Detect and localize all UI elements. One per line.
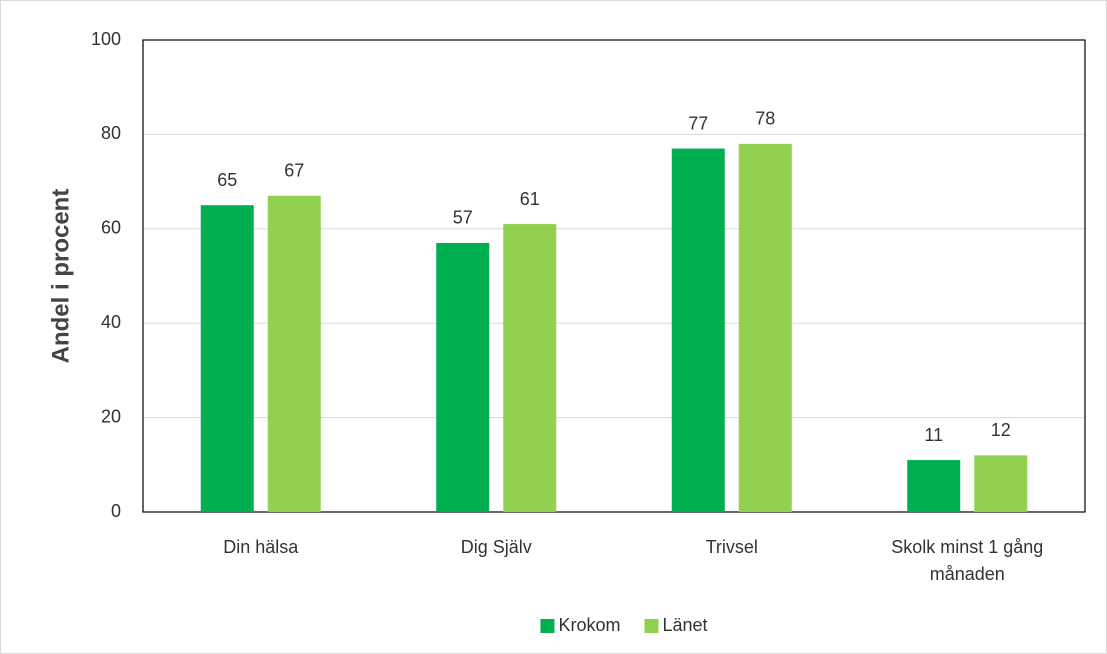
data-label: 67 — [284, 161, 304, 181]
legend-label: Länet — [662, 615, 707, 635]
y-tick-label: 20 — [101, 406, 121, 426]
legend-label: Krokom — [558, 615, 620, 635]
data-label: 77 — [688, 113, 708, 133]
bar — [200, 205, 254, 512]
x-tick-label: Trivsel — [706, 537, 758, 557]
y-tick-label: 40 — [101, 312, 121, 332]
y-tick-label: 0 — [111, 501, 121, 521]
data-label: 57 — [453, 208, 473, 228]
bar — [267, 195, 321, 512]
bar — [503, 224, 557, 512]
legend-swatch — [644, 619, 659, 633]
y-tick-label: 100 — [91, 29, 121, 49]
bar — [671, 148, 725, 512]
plot-border — [142, 39, 1086, 513]
bar — [974, 455, 1028, 512]
x-tick-label: Skolk minst 1 gång månaden — [891, 537, 1043, 584]
y-tick-label: 80 — [101, 123, 121, 143]
y-axis-label: Andel i procent — [47, 189, 74, 364]
bar — [738, 143, 792, 512]
data-label: 65 — [217, 170, 237, 190]
data-label: 12 — [991, 420, 1011, 440]
data-label: 78 — [755, 109, 775, 129]
data-label: 61 — [520, 189, 540, 209]
bar — [907, 460, 961, 512]
x-tick-label: Din hälsa — [223, 537, 299, 557]
x-tick-label: Dig Själv — [461, 537, 532, 557]
bar — [436, 242, 490, 512]
data-label: 11 — [924, 425, 943, 445]
legend-swatch — [540, 619, 555, 633]
y-tick-label: 60 — [101, 218, 121, 238]
